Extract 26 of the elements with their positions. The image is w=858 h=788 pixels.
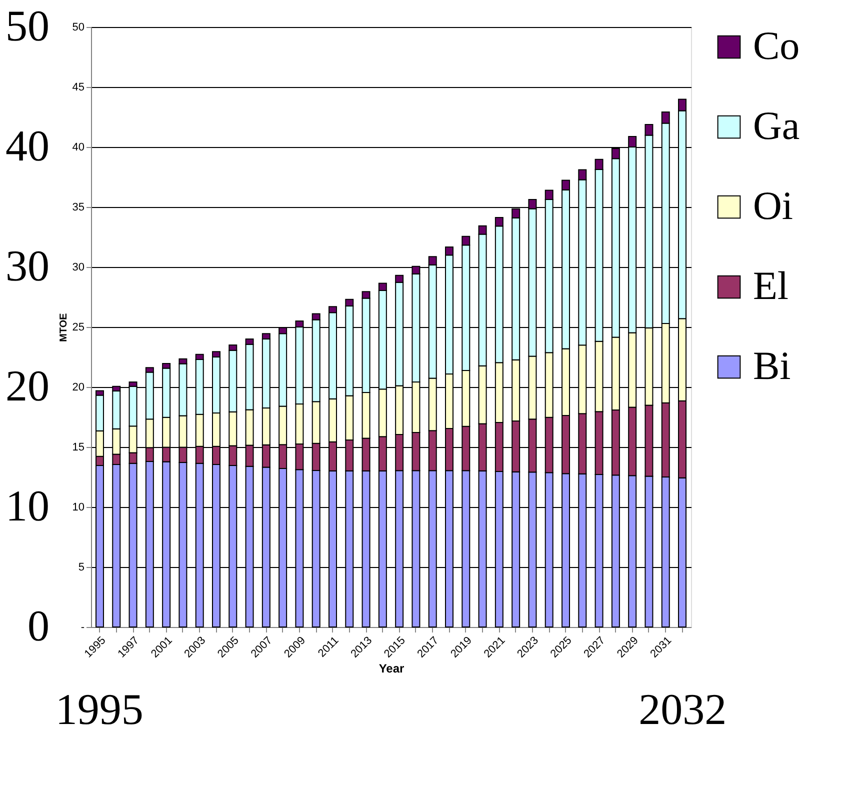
y2-tick-label: 20 bbox=[6, 362, 50, 410]
y-tick-label: 30 bbox=[72, 262, 84, 274]
legend-label: Bi bbox=[753, 343, 791, 388]
text: 1995 bbox=[55, 685, 144, 734]
y2-tick-label: 10 bbox=[6, 482, 50, 530]
legend-label: Co bbox=[753, 23, 800, 68]
legend-label: El bbox=[753, 263, 789, 308]
y-axis-title: MTOE bbox=[58, 312, 70, 342]
y2-tick-label: 50 bbox=[6, 2, 50, 50]
x-axis-title: Year bbox=[378, 662, 405, 676]
legend-label: Ga bbox=[753, 103, 800, 148]
y-tick-label: 50 bbox=[72, 22, 84, 34]
legend-label: Oi bbox=[753, 183, 793, 228]
y2-tick-label: 30 bbox=[6, 242, 50, 290]
y-tick-label: 10 bbox=[72, 502, 84, 514]
y-tick-label: 40 bbox=[72, 142, 84, 154]
y-tick-label: 35 bbox=[72, 202, 84, 214]
y-tick-label: 25 bbox=[72, 322, 84, 334]
y-tick-label: 5 bbox=[78, 562, 84, 574]
y-tick-label: - bbox=[80, 622, 85, 634]
y-tick-label: 20 bbox=[72, 382, 84, 394]
y-tick-label: 45 bbox=[72, 82, 84, 94]
y2-tick-label: 0 bbox=[28, 602, 50, 650]
y-tick-label: 15 bbox=[72, 442, 84, 454]
y2-tick-label: 40 bbox=[6, 122, 50, 170]
text: 2032 bbox=[638, 685, 727, 734]
